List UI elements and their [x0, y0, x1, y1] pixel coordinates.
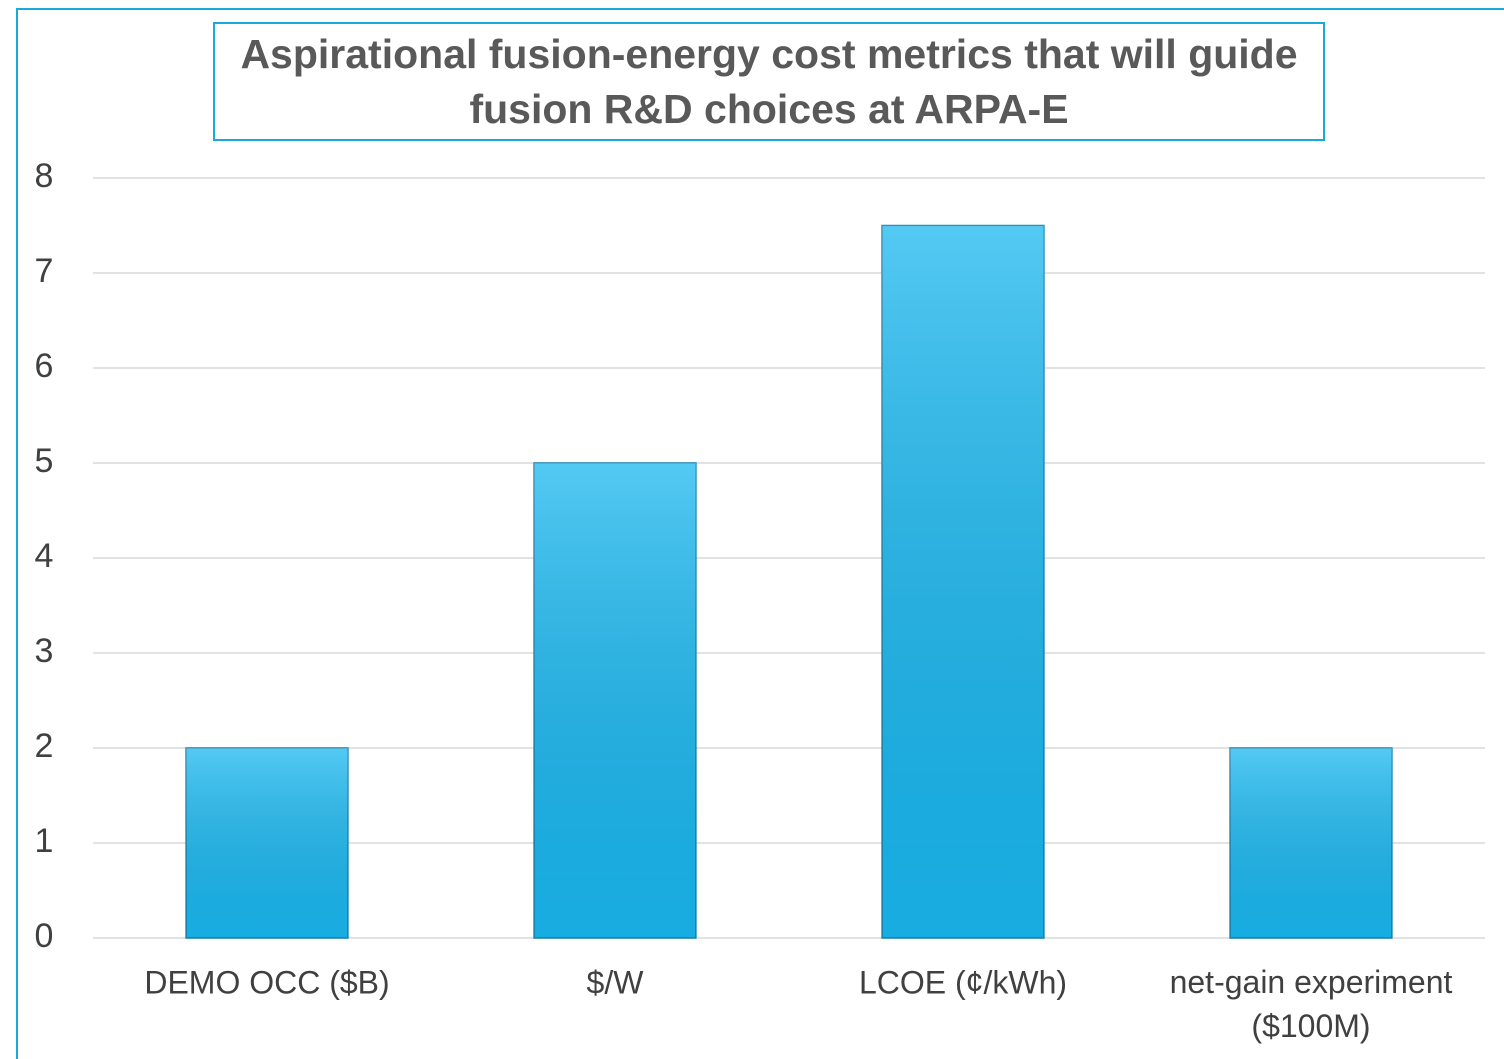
bar	[881, 224, 1045, 939]
y-tick-label: 8	[35, 157, 54, 195]
y-tick-label: 4	[35, 537, 54, 575]
y-tick-label: 6	[35, 347, 54, 385]
y-tick-label: 2	[35, 727, 54, 765]
y-tick-label: 0	[35, 917, 54, 955]
bar	[185, 747, 349, 939]
x-tick-label: net-gain experiment ($100M)	[1170, 964, 1453, 1044]
chart-frame	[16, 8, 1504, 1059]
x-tick-label: LCOE (¢/kWh)	[859, 964, 1067, 1000]
y-tick-label: 5	[35, 442, 54, 480]
y-tick-label: 3	[35, 632, 54, 670]
y-tick-label: 7	[35, 252, 54, 290]
chart-title: Aspirational fusion-energy cost metrics …	[213, 22, 1325, 141]
y-tick-label: 1	[35, 822, 54, 860]
x-tick-label: $/W	[587, 964, 645, 1000]
x-tick-label: DEMO OCC ($B)	[144, 964, 389, 1000]
bar	[533, 462, 697, 939]
bar	[1229, 747, 1393, 939]
